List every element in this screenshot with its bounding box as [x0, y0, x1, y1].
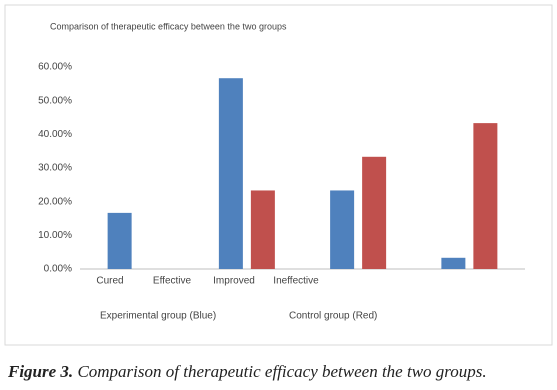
- x-tick-label: Cured: [96, 276, 123, 287]
- bar: [441, 257, 466, 269]
- y-tick-label: 30.00%: [38, 163, 72, 174]
- y-tick-label: 60.00%: [38, 62, 72, 73]
- bar: [107, 212, 132, 269]
- bar: [362, 156, 387, 269]
- x-tick-label: Improved: [213, 276, 255, 287]
- caption-text: Comparison of therapeutic efficacy betwe…: [77, 362, 487, 381]
- x-tick-label: Ineffective: [273, 276, 319, 287]
- caption: Figure 3. Comparison of therapeutic effi…: [8, 362, 487, 382]
- chart: Comparison of therapeutic efficacy betwe…: [4, 4, 553, 346]
- y-tick-label: 10.00%: [38, 230, 72, 241]
- bar: [250, 190, 275, 269]
- y-tick-label: 50.00%: [38, 95, 72, 106]
- y-tick-label: 20.00%: [38, 196, 72, 207]
- y-tick-label: 0.00%: [44, 264, 72, 275]
- legend-label: Control group (Red): [289, 311, 377, 322]
- bar: [218, 78, 243, 269]
- x-tick-label: Effective: [153, 276, 192, 287]
- chart-title: Comparison of therapeutic efficacy betwe…: [50, 21, 287, 31]
- chart-frame: [4, 4, 553, 346]
- y-tick-label: 40.00%: [38, 129, 72, 140]
- bar: [330, 190, 355, 269]
- legend-label: Experimental group (Blue): [100, 311, 216, 322]
- bar: [473, 123, 498, 269]
- caption-label: Figure 3.: [8, 362, 74, 381]
